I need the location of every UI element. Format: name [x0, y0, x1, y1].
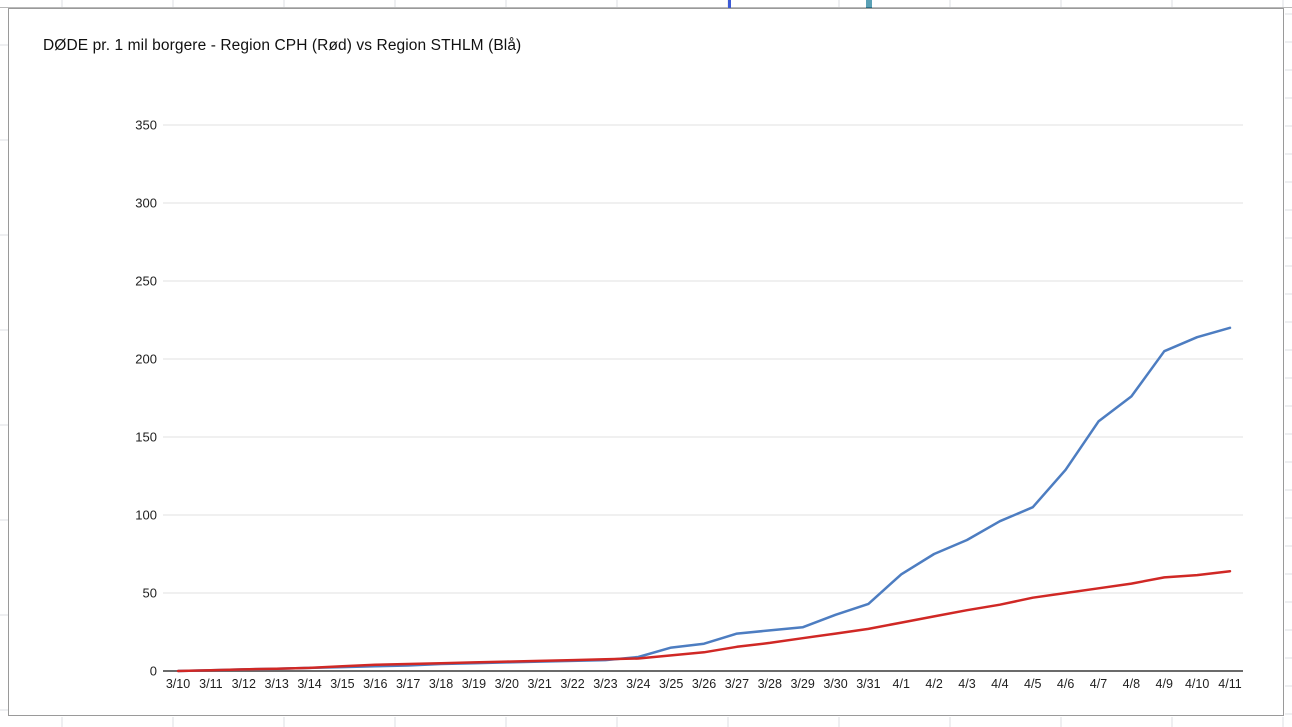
cropped-content-artifact-icon — [728, 0, 731, 9]
page-top-divider — [0, 7, 1292, 8]
chart-container[interactable]: DØDE pr. 1 mil borgere - Region CPH (Rød… — [8, 8, 1284, 716]
chart-title: DØDE pr. 1 mil borgere - Region CPH (Rød… — [43, 37, 522, 54]
